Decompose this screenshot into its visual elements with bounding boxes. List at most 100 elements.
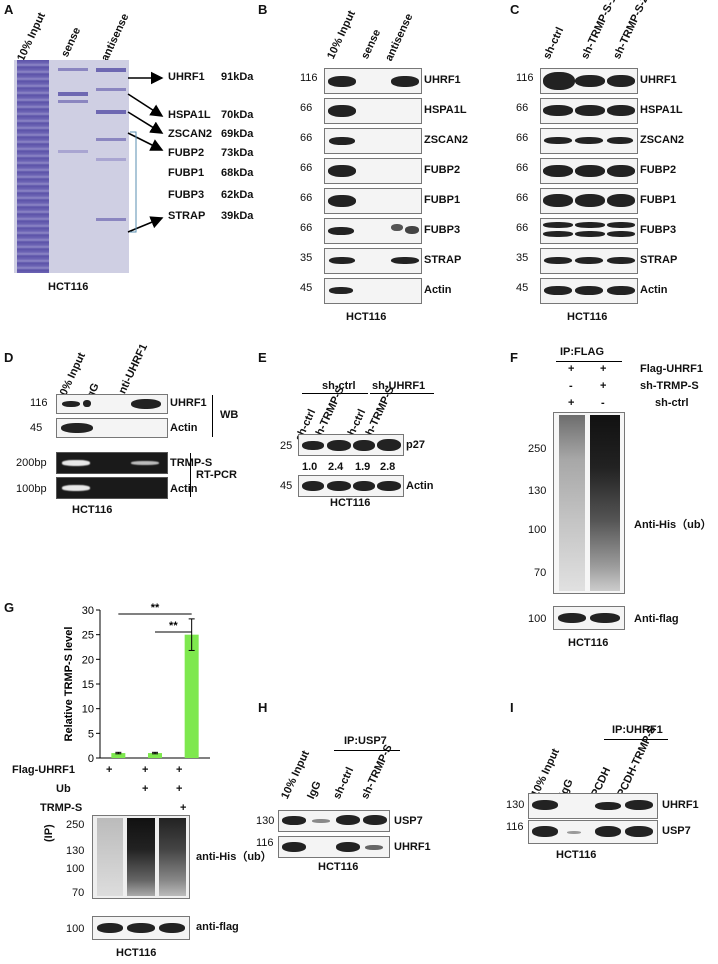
panel-a-protein: STRAP: [168, 210, 206, 222]
protein-label: FUBP2: [424, 164, 461, 176]
protein-band: [543, 165, 573, 177]
protein-band: [543, 222, 573, 228]
panel-f-flag-label: Anti-flag: [634, 613, 679, 625]
panel-d-rt: RT-PCR: [196, 469, 237, 481]
blot-strip: [540, 218, 638, 244]
panel-g-sign: +: [176, 783, 183, 795]
panel-f-mw: 130: [528, 485, 547, 497]
mw-marker: 66: [516, 222, 529, 234]
panel-e-blot-p27: [298, 434, 404, 456]
protein-band: [607, 75, 635, 87]
panel-f-sign: +: [568, 363, 575, 375]
protein-band: [159, 923, 185, 933]
panel-g-blot-label: anti-His（ub）: [196, 851, 272, 863]
panel-a-mw: 73kDa: [221, 147, 254, 159]
panel-f-cell: HCT116: [568, 637, 609, 649]
panel-f-cond: sh-ctrl: [655, 397, 689, 409]
panel-f-sign: -: [601, 397, 605, 409]
blot-strip: [324, 98, 422, 124]
mw-marker: 116: [300, 72, 318, 84]
mw-marker: 116: [516, 72, 534, 84]
protein-band: [329, 137, 355, 145]
input-lane-smear: [17, 60, 49, 273]
protein-band: [607, 286, 635, 295]
panel-a-mw: 68kDa: [221, 167, 254, 179]
gel-band: [96, 88, 126, 91]
panel-a-protein: FUBP2: [168, 147, 205, 159]
ub-smear: [97, 818, 123, 896]
panel-g-letter: G: [4, 600, 15, 615]
blot-strip: [324, 68, 422, 94]
panel-i-letter: I: [510, 700, 514, 715]
panel-e-group-uhrf1: sh-UHRF1: [372, 380, 426, 392]
panel-g-flag-blot: [92, 916, 190, 940]
panel-b-letter: B: [258, 2, 268, 17]
dna-band: [131, 461, 159, 465]
panel-g-sign: +: [180, 802, 187, 814]
mw-marker: 66: [516, 162, 529, 174]
blot-strip: [540, 188, 638, 214]
panel-g-flag-mw: 100: [66, 923, 85, 935]
panel-g-mw: 70: [72, 887, 85, 899]
protein-band: [282, 842, 306, 852]
protein-band: [365, 845, 383, 850]
panel-h-mw: 116: [256, 837, 274, 849]
panel-h-ip: IP:USP7: [344, 735, 387, 747]
protein-band: [575, 75, 605, 87]
protein-band: [607, 165, 635, 177]
panel-a-protein: HSPA1L: [168, 109, 211, 121]
protein-band: [532, 826, 558, 837]
mw-marker: 66: [300, 222, 313, 234]
y-tick-label: 25: [82, 630, 94, 642]
protein-band: [328, 105, 356, 117]
panel-d-row-label: Actin: [170, 483, 198, 495]
mw-marker: 66: [300, 132, 313, 144]
panel-e-group-ctrl: sh-ctrl: [322, 380, 356, 392]
panel-g-cond: Flag-UHRF1: [12, 764, 75, 776]
y-tick-label: 0: [88, 753, 94, 765]
protein-label: HSPA1L: [424, 104, 467, 116]
panel-g-mw: 130: [66, 845, 85, 857]
blot-strip: [540, 248, 638, 274]
panel-b-cell: HCT116: [346, 311, 387, 323]
panel-f-sign: +: [600, 363, 607, 375]
panel-i-blot-uhrf1: [528, 793, 658, 819]
protein-band: [544, 257, 572, 264]
panel-g-flag-label: anti-flag: [196, 921, 239, 933]
mw-marker: 66: [300, 102, 313, 114]
panel-h-letter: H: [258, 700, 268, 715]
protein-band: [353, 440, 375, 451]
protein-band: [391, 257, 419, 264]
protein-band: [327, 440, 351, 451]
protein-band: [607, 137, 633, 144]
y-tick-label: 15: [82, 679, 94, 691]
protein-band: [302, 441, 324, 450]
panel-f-letter: F: [510, 350, 518, 365]
protein-band: [377, 439, 401, 451]
panel-g-mw: 100: [66, 863, 85, 875]
gel-band: [96, 218, 126, 221]
blot-strip: [324, 218, 422, 244]
blot-strip: [324, 128, 422, 154]
bar: [111, 753, 126, 758]
protein-band: [391, 224, 403, 231]
panel-e-cell: HCT116: [330, 497, 371, 509]
gel-band: [58, 150, 88, 153]
protein-label: ZSCAN2: [424, 134, 469, 146]
panel-d-mw: 45: [30, 422, 43, 434]
y-axis-label: Relative TRMP-S level: [63, 627, 75, 742]
panel-i-row-label: UHRF1: [662, 799, 699, 811]
protein-band: [575, 105, 605, 116]
panel-e-mw: 25: [280, 440, 293, 452]
protein-label: UHRF1: [424, 74, 461, 86]
protein-label: Actin: [424, 284, 452, 296]
protein-band: [127, 923, 155, 933]
mw-marker: 35: [300, 252, 313, 264]
gel-band: [96, 158, 126, 161]
bar: [148, 753, 162, 758]
mw-marker: 45: [300, 282, 313, 294]
panel-d-blot-uhrf1: [56, 394, 168, 414]
protein-label: FUBP3: [424, 224, 461, 236]
protein-band: [575, 194, 605, 207]
panel-a-protein: FUBP1: [168, 167, 205, 179]
